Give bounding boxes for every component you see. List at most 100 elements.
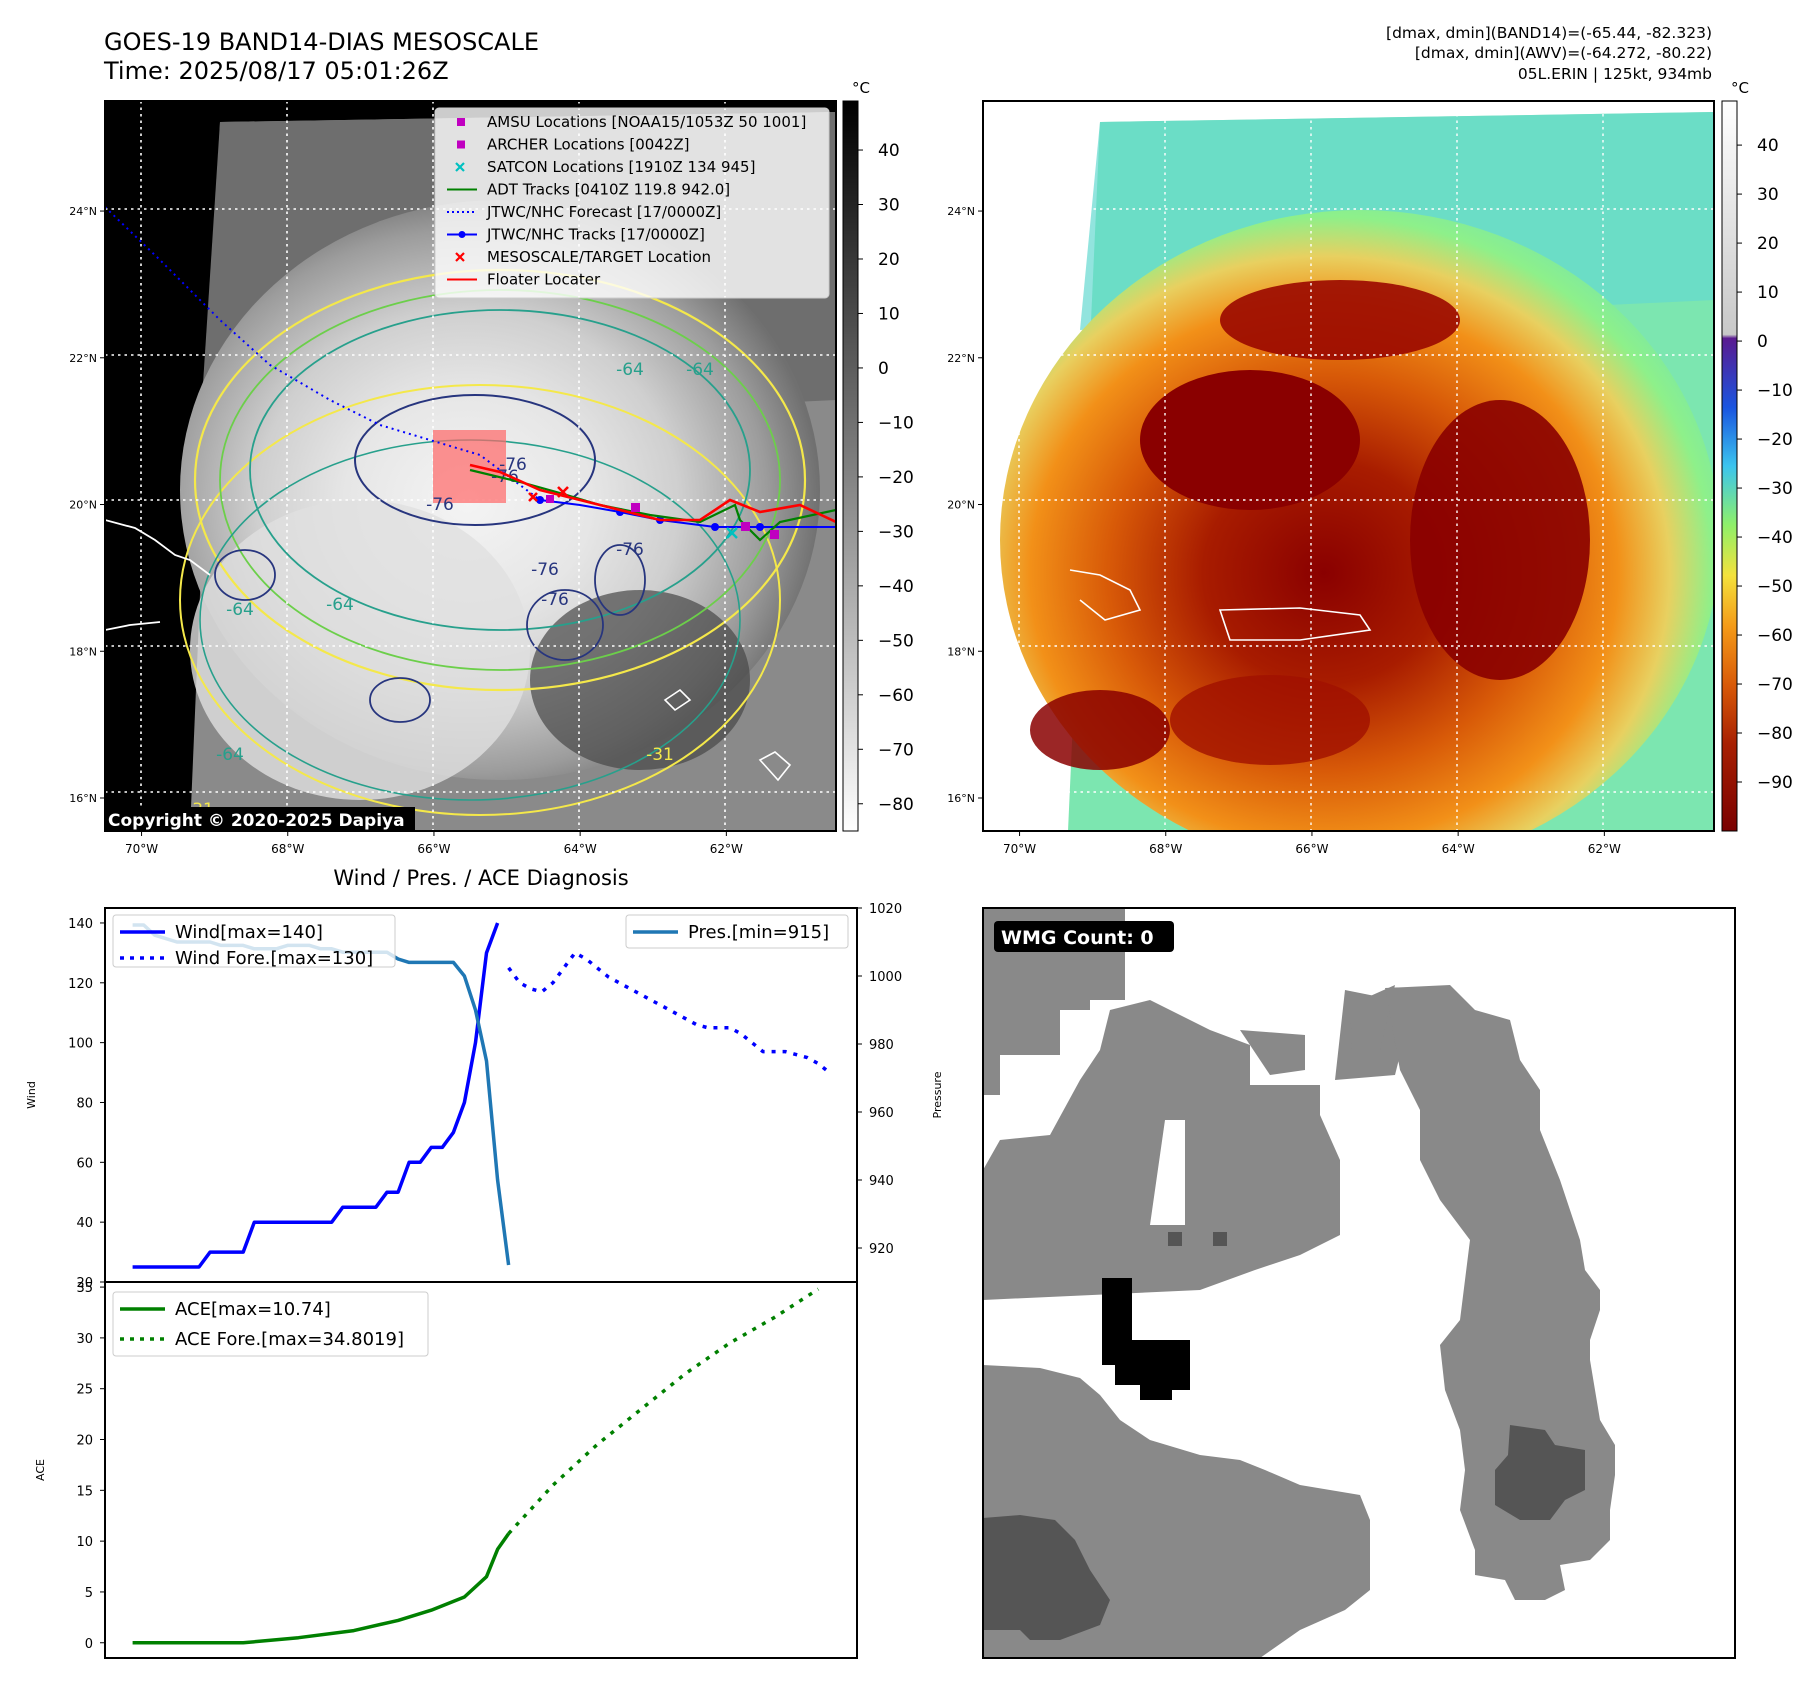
y-tick-label: 5	[85, 1586, 93, 1601]
legend-label: ARCHER Locations [0042Z]	[487, 136, 690, 154]
colorbar-tick-label: −90	[1757, 773, 1793, 793]
coastline-color	[1069, 569, 1142, 621]
ace-series-line	[132, 1532, 511, 1645]
colorbar-gray: °C 40 30 20 10 0 −10 −20 −30 −40 −50 −60 −70 −80	[842, 79, 914, 832]
wind-legend: Wind[max=140] Wind Fore.[max=130]	[112, 914, 396, 969]
contour-label: -76	[531, 560, 559, 580]
contour-teal	[249, 309, 751, 631]
y-tick-label: 980	[869, 1038, 894, 1053]
wmg-gray-region-nw	[983, 908, 1125, 1095]
colorbar-color: °C 40 30 20 10 0 −10 −20 −30 −40 −50 −60 −70 −80 −90	[1721, 79, 1793, 832]
legend-wind-fore: Wind Fore.[max=130]	[175, 948, 373, 969]
lon-tick-label: 66°W	[1295, 842, 1328, 856]
lat-tick-label: 20°N	[947, 499, 975, 512]
y-tick-label: 940	[869, 1174, 894, 1189]
y-tick-label: 60	[76, 1156, 93, 1171]
legend-ace: ACE[max=10.74]	[175, 1299, 331, 1320]
colorbar-tick-label: −60	[1757, 626, 1793, 646]
legend-label: MESOSCALE/TARGET Location	[487, 248, 711, 266]
y-tick-label: 40	[76, 1216, 93, 1231]
colorbar-tick-label: −10	[1757, 381, 1793, 401]
figure-time: Time: 2025/08/17 05:01:26Z	[103, 57, 449, 85]
y-tick-label: 960	[869, 1106, 894, 1121]
colorbar-tick-label: −10	[878, 413, 914, 433]
diagnosis-title: Wind / Pres. / ACE Diagnosis	[333, 866, 628, 890]
y-tick-label: 15	[76, 1484, 93, 1499]
lat-tick-label: 22°N	[947, 352, 975, 365]
eye-region	[1140, 370, 1360, 510]
ace-legend: ACE[max=10.74] ACE Fore.[max=34.8019]	[112, 1291, 429, 1357]
colorbar-tick-label: 10	[878, 304, 900, 324]
legend-marker-x	[455, 252, 465, 262]
lon-tick-label: 62°W	[710, 842, 743, 856]
floater-track	[469, 463, 836, 524]
wind-series-line	[132, 922, 500, 1269]
colorbar-tick-label: −80	[878, 795, 914, 815]
amsu-archer-markers	[546, 495, 779, 539]
map1-ticks: 70°W 68°W 66°W 64°W 62°W 24°N 22°N 20°N 18°N 16°N	[69, 205, 743, 856]
colorbar-tick-label: 20	[878, 250, 900, 270]
legend-label: AMSU Locations [NOAA15/1053Z 50 1001]	[487, 113, 806, 131]
contour-label: -64	[226, 600, 254, 620]
wmg-black-region	[1102, 1278, 1190, 1400]
y-tick-label: 35	[76, 1281, 93, 1296]
lon-tick-label: 68°W	[271, 842, 304, 856]
colorbar-tick-label: −20	[878, 468, 914, 488]
lon-tick-label: 66°W	[417, 842, 450, 856]
pressure-ylabel: Pressure	[931, 1071, 944, 1118]
colorbar-tick-label: −50	[1757, 577, 1793, 597]
legend-pres: Pres.[min=915]	[688, 922, 829, 943]
colorbar-color-unit: °C	[1731, 79, 1749, 97]
y-tick-label: 140	[68, 917, 93, 932]
contour-label: -64	[326, 595, 354, 615]
lat-tick-label: 20°N	[69, 499, 97, 512]
colorbar-tick-label: −50	[878, 631, 914, 651]
map-color-ir: 70°W 68°W 66°W 64°W 62°W 24°N 22°N 20°N 18°N 16°N	[947, 100, 1715, 856]
lat-tick-label: 22°N	[69, 352, 97, 365]
colorbar-tick-label: 30	[1757, 185, 1779, 205]
y-tick-label: 80	[76, 1096, 93, 1111]
colorbar-tick-label: −80	[1757, 724, 1793, 744]
lon-tick-label: 70°W	[125, 842, 158, 856]
y-tick-label: 10	[76, 1535, 93, 1550]
colorbar-tick-label: 20	[1757, 234, 1779, 254]
colorbar-tick-label: −30	[1757, 479, 1793, 499]
lon-tick-label: 64°W	[1442, 842, 1475, 856]
contour-label: -64	[686, 360, 714, 380]
colorbar-tick-label: 0	[878, 359, 889, 379]
lat-tick-label: 18°N	[69, 645, 97, 658]
colorbar-gray-unit: °C	[852, 79, 870, 97]
wind-pressure-panel: 20 40 60 80 100 120 140 920 940 960 980 1000 1020 W…	[25, 902, 944, 1291]
colorbar-tick-label: 0	[1757, 332, 1768, 352]
y-tick-label: 120	[68, 977, 93, 992]
wmg-darkgray-region-sw	[983, 1515, 1110, 1640]
contour-label: -76	[426, 495, 454, 515]
contour-label: -31	[646, 745, 674, 765]
map1-frame	[104, 100, 837, 832]
colorbar-tick-label: 30	[878, 196, 900, 216]
map2-ticks: 70°W 68°W 66°W 64°W 62°W 24°N 22°N 20°N 18°N 16°N	[947, 205, 1621, 856]
y-tick-label: 30	[76, 1332, 93, 1347]
lat-tick-label: 18°N	[947, 645, 975, 658]
legend-label: JTWC/NHC Tracks [17/0000Z]	[486, 226, 705, 244]
ace-forecast-series-line	[507, 1287, 820, 1535]
map-legend: AMSU Locations [NOAA15/1053Z 50 1001] ARC…	[434, 107, 830, 299]
colorbar-tick-label: −70	[878, 740, 914, 760]
target-markers	[528, 486, 569, 502]
adt-track	[469, 468, 836, 542]
wmg-panel: WMG Count: 0	[982, 907, 1736, 1659]
y-tick-label: 20	[76, 1434, 93, 1449]
map2-frame	[982, 100, 1715, 832]
coastline	[105, 519, 211, 576]
y-tick-label: 100	[68, 1037, 93, 1052]
colorbar-tick-label: 40	[878, 141, 900, 161]
figure-title: GOES-19 BAND14-DIAS MESOSCALE	[104, 28, 539, 56]
legend-label: SATCON Locations [1910Z 134 945]	[487, 158, 755, 176]
map-grayscale-ir: -76-76-76-64-64-76-64-76-76-64-64-31-31 …	[69, 100, 837, 856]
colorbar-gray-bar	[842, 100, 859, 832]
wmg-axes-frame	[982, 907, 1736, 1659]
contour-label: -76	[541, 590, 569, 610]
y-tick-label: 1000	[869, 970, 902, 985]
legend-marker-square	[457, 118, 465, 126]
gridlines-color	[983, 101, 1714, 831]
